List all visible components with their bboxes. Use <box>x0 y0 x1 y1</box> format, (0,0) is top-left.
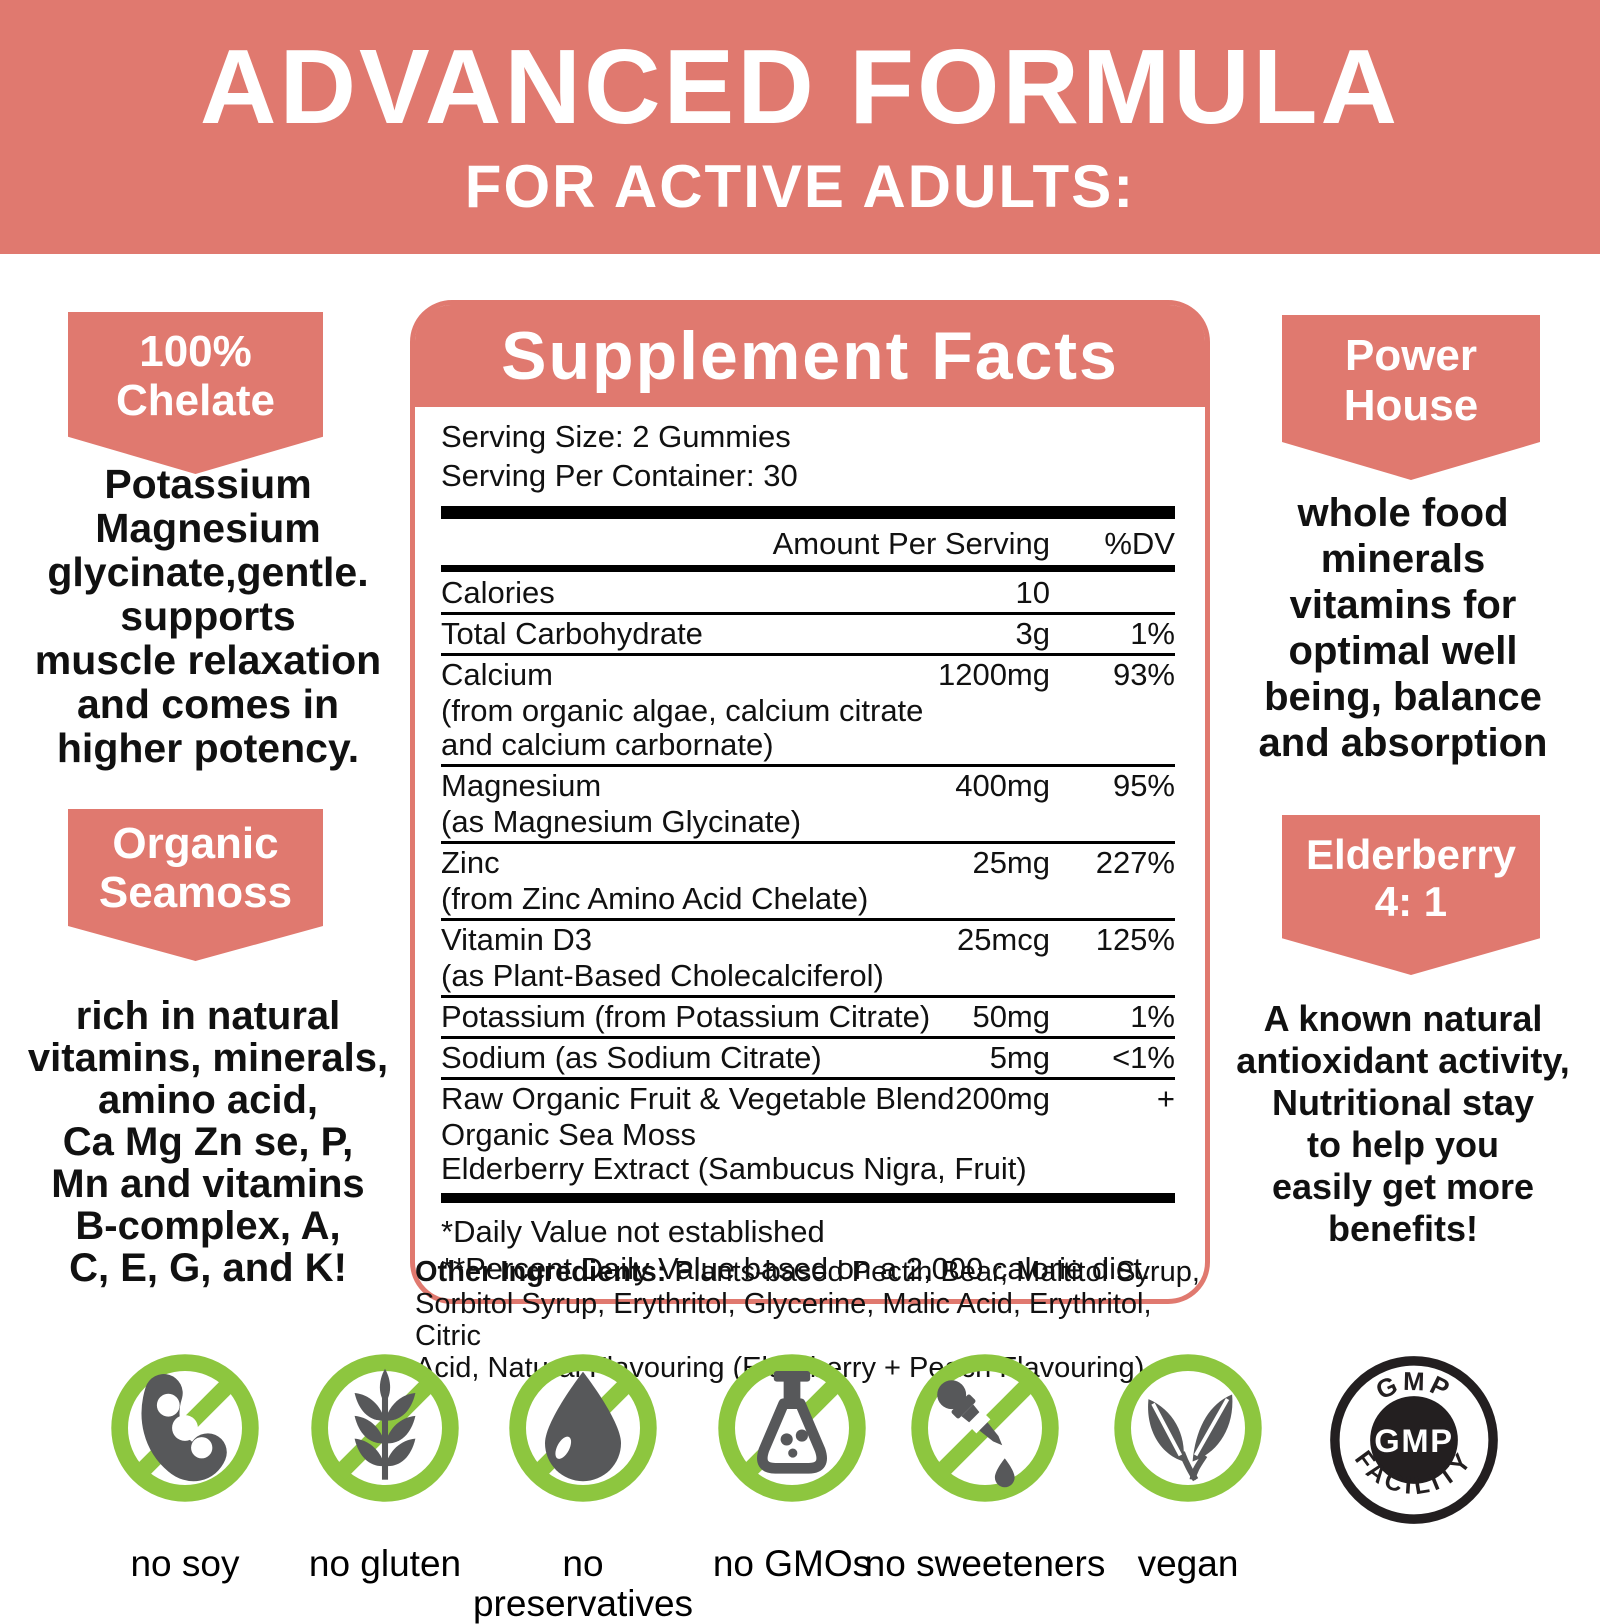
icon-label: no sweeteners <box>864 1543 1106 1584</box>
row-dv: 93% <box>1112 657 1175 692</box>
gmp-center-text: GMP <box>1374 1422 1454 1459</box>
table-row: Magnesium 400mg 95% <box>441 768 1175 804</box>
icon-label: vegan <box>1137 1543 1239 1584</box>
divider-thin <box>441 995 1175 998</box>
row-amount: 1200mg <box>937 657 1050 692</box>
wheat-icon <box>309 1352 461 1504</box>
row-subtext: (as Magnesium Glycinate) <box>441 804 802 839</box>
row-name: Vitamin D3 <box>441 922 593 957</box>
row-dv: 95% <box>1112 768 1175 803</box>
top-banner: ADVANCED FORMULA FOR ACTIVE ADULTS: <box>0 0 1600 254</box>
column-dv: %DV <box>1104 526 1175 561</box>
table-row: Potassium (from Potassium Citrate) 50mg … <box>441 999 1175 1035</box>
feature-icons-row: no soy no gluten <box>0 1352 1600 1624</box>
table-row: Vitamin D3 25mcg 125% <box>441 922 1175 958</box>
no-preservatives-badge: no preservatives <box>473 1352 693 1624</box>
serving-per-container: Serving Per Container: 30 <box>441 458 798 493</box>
page-subtitle: FOR ACTIVE ADULTS: <box>464 153 1136 220</box>
chelate-description: Potassium Magnesium glycinate,gentle. su… <box>34 461 382 771</box>
row-subtext: (from Zinc Amino Acid Chelate) <box>441 881 869 916</box>
row-amount: 10 <box>1015 575 1050 610</box>
row-name: Calories <box>441 575 555 610</box>
table-row: Calcium 1200mg 93% <box>441 657 1175 693</box>
row-dv: + <box>1156 1081 1175 1116</box>
row-amount: 25mg <box>972 845 1050 880</box>
droplet-icon <box>507 1352 659 1504</box>
row-subtext: Organic Sea Moss Elderberry Extract (Sam… <box>441 1117 1027 1186</box>
row-amount: 5mg <box>989 1040 1050 1075</box>
row-name: Calcium <box>441 657 553 692</box>
icon-label: no GMOs <box>712 1543 872 1584</box>
no-soy-badge: no soy <box>75 1352 295 1584</box>
row-dv: 227% <box>1095 845 1175 880</box>
row-subtext: (as Plant-Based Cholecalciferol) <box>441 958 884 993</box>
row-dv: 1% <box>1130 616 1175 651</box>
table-row: Calories 10 <box>441 575 1175 611</box>
flask-icon <box>716 1352 868 1504</box>
divider-thin <box>441 841 1175 844</box>
no-gluten-badge: no gluten <box>275 1352 495 1584</box>
icon-label: no gluten <box>308 1543 462 1584</box>
other-ingredients-label: Other Ingredients: <box>415 1256 667 1288</box>
supplement-facts-body: Serving Size: 2 Gummies Serving Per Cont… <box>415 407 1205 1299</box>
divider-medium <box>441 565 1175 572</box>
badge-elderberry: Elderberry 4: 1 <box>1282 815 1540 975</box>
row-name: Total Carbohydrate <box>441 616 703 651</box>
divider-thin <box>441 764 1175 767</box>
divider-thin <box>441 918 1175 921</box>
icon-label: no soy <box>130 1543 240 1584</box>
row-name: Zinc <box>441 845 500 880</box>
leaves-icon <box>1112 1352 1264 1504</box>
table-row: Total Carbohydrate 3g 1% <box>441 616 1175 652</box>
gmp-seal-icon: GMP FACILITY GMP <box>1330 1356 1498 1524</box>
row-name: Sodium (as Sodium Citrate) <box>441 1040 822 1075</box>
divider-bottom <box>441 1193 1175 1203</box>
divider-thin <box>441 653 1175 656</box>
row-name: Potassium (from Potassium Citrate) <box>441 999 931 1034</box>
gmp-facility-badge: GMP FACILITY GMP <box>1328 1354 1500 1526</box>
row-name: Magnesium <box>441 768 602 803</box>
serving-size: Serving Size: 2 Gummies <box>441 419 791 454</box>
page-title: ADVANCED FORMULA <box>199 28 1401 146</box>
row-amount: 200mg <box>955 1081 1050 1116</box>
table-row: Sodium (as Sodium Citrate) 5mg <1% <box>441 1040 1175 1076</box>
no-gmos-badge: no GMOs <box>682 1352 902 1584</box>
supplement-facts-panel: Supplement Facts Serving Size: 2 Gummies… <box>410 300 1210 1304</box>
soy-pod-icon <box>109 1352 261 1504</box>
divider-thick <box>441 506 1175 519</box>
row-name: Raw Organic Fruit & Vegetable Blend <box>441 1081 955 1116</box>
badge-organic-seamoss: Organic Seamoss <box>68 809 323 961</box>
badge-100-chelate: 100% Chelate <box>68 312 323 474</box>
divider-thin <box>441 1077 1175 1080</box>
supplement-facts-title: Supplement Facts <box>415 305 1205 407</box>
vegan-badge: vegan <box>1078 1352 1298 1584</box>
footnotes: *Daily Value not established **Percent D… <box>441 1214 1151 1286</box>
row-amount: 400mg <box>955 768 1050 803</box>
dropper-icon <box>909 1352 1061 1504</box>
table-row: Zinc 25mg 227% <box>441 845 1175 881</box>
seamoss-description: rich in natural vitamins, minerals, amin… <box>27 994 389 1290</box>
row-amount: 25mcg <box>956 922 1050 957</box>
row-dv: <1% <box>1112 1040 1175 1075</box>
divider-thin <box>441 612 1175 615</box>
row-dv: 125% <box>1095 922 1175 957</box>
power-house-description: whole food minerals vitamins for optimal… <box>1258 491 1548 765</box>
elderberry-description: A known natural antioxidant activity, Nu… <box>1236 998 1570 1249</box>
badge-power-house: Power House <box>1282 315 1540 480</box>
row-dv: 1% <box>1130 999 1175 1034</box>
row-amount: 3g <box>1015 616 1050 651</box>
no-sweeteners-badge: no sweeteners <box>865 1352 1105 1584</box>
column-amount: Amount Per Serving <box>772 526 1050 561</box>
table-row: Raw Organic Fruit & Vegetable Blend 200m… <box>441 1081 1175 1117</box>
divider-thin <box>441 1036 1175 1039</box>
row-subtext: (from organic algae, calcium citrate and… <box>441 693 924 762</box>
row-amount: 50mg <box>972 999 1050 1034</box>
table-header-row: Amount Per Serving %DV <box>441 523 1175 565</box>
